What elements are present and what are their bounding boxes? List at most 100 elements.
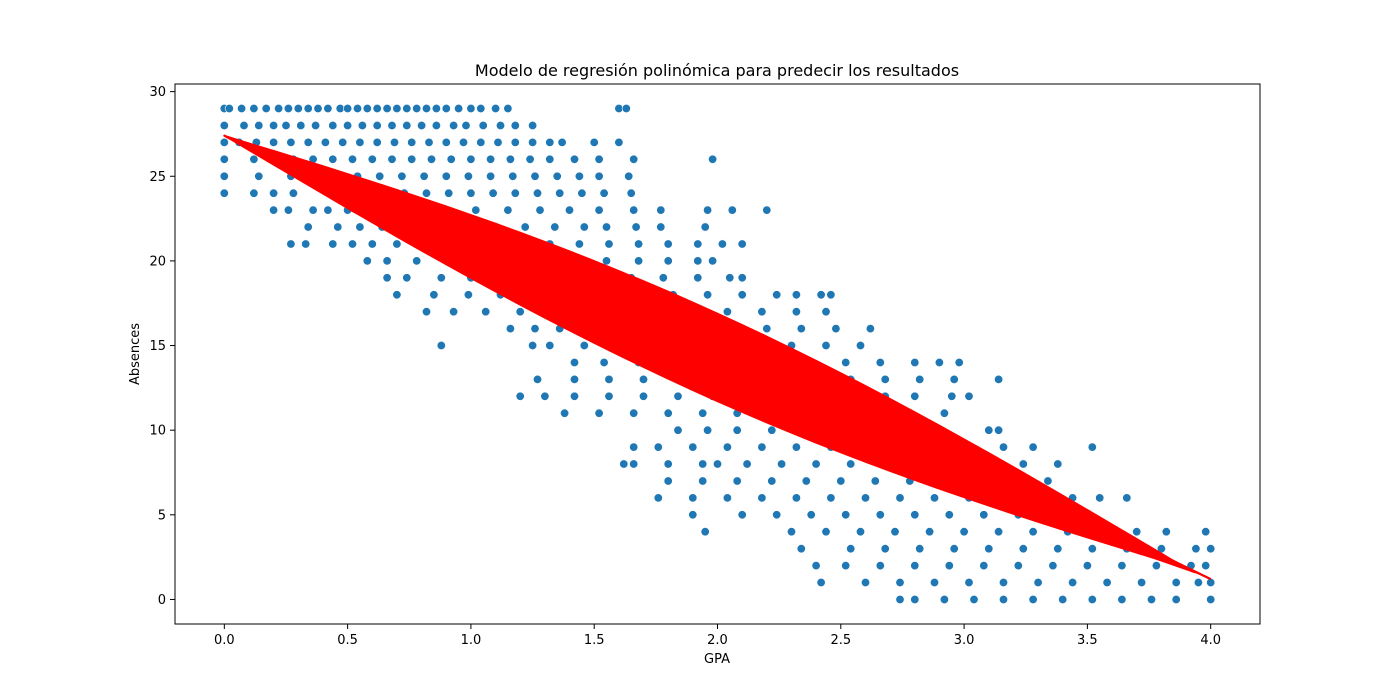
- scatter-point: [816, 290, 826, 300]
- scatter-point: [274, 104, 284, 114]
- scatter-point: [569, 154, 579, 164]
- scatter-point: [629, 205, 639, 215]
- scatter-point: [311, 121, 321, 131]
- scatter-point: [333, 222, 343, 232]
- scatter-point: [237, 104, 247, 114]
- scatter-point: [964, 577, 974, 587]
- scatter-point: [367, 154, 377, 164]
- scatter-point: [387, 121, 397, 131]
- scatter-point: [634, 239, 644, 249]
- scatter-point: [261, 104, 271, 114]
- scatter-point: [402, 104, 412, 114]
- scatter-point: [328, 239, 338, 249]
- scatter-point: [624, 171, 634, 181]
- scatter-point: [700, 222, 710, 232]
- scatter-point: [426, 154, 436, 164]
- scatter-point: [481, 307, 491, 317]
- scatter-point: [320, 137, 330, 147]
- scatter-point: [486, 171, 496, 181]
- scatter-point: [1048, 561, 1058, 571]
- scatter-point: [515, 391, 525, 401]
- scatter-point: [569, 391, 579, 401]
- scatter-point: [875, 510, 885, 520]
- scatter-point: [708, 154, 718, 164]
- scatter-point: [777, 459, 787, 469]
- scatter-point: [895, 577, 905, 587]
- scatter-point: [915, 544, 925, 554]
- scatter-point: [895, 493, 905, 503]
- scatter-point: [471, 205, 481, 215]
- scatter-point: [791, 442, 801, 452]
- scatter-point: [288, 188, 298, 198]
- scatter-point: [421, 307, 431, 317]
- scatter-point: [621, 104, 631, 114]
- scatter-point: [836, 476, 846, 486]
- scatter-point: [939, 408, 949, 418]
- scatter-point: [219, 188, 229, 198]
- scatter-point: [254, 121, 264, 131]
- scatter-point: [1206, 544, 1216, 554]
- scatter-point: [269, 137, 279, 147]
- scatter-point: [860, 577, 870, 587]
- scatter-point: [875, 561, 885, 571]
- scatter-point: [594, 408, 604, 418]
- scatter-point: [806, 510, 816, 520]
- scatter-point: [969, 594, 979, 604]
- scatter-point: [372, 137, 382, 147]
- regression-fit-band: [223, 134, 1212, 580]
- scatter-point: [362, 104, 372, 114]
- scatter-point: [663, 408, 673, 418]
- scatter-point: [717, 239, 727, 249]
- scatter-point: [224, 104, 234, 114]
- scatter-point: [412, 256, 422, 266]
- scatter-point: [673, 425, 683, 435]
- scatter-point: [725, 273, 735, 283]
- scatter-point: [841, 561, 851, 571]
- scatter-point: [895, 594, 905, 604]
- x-tick-label: 3.5: [1077, 633, 1098, 648]
- x-tick-label: 4.0: [1200, 633, 1221, 648]
- scatter-point: [510, 188, 520, 198]
- scatter-point: [367, 239, 377, 249]
- scatter-point: [811, 561, 821, 571]
- scatter-point: [392, 239, 402, 249]
- scatter-point: [555, 188, 565, 198]
- scatter-point: [557, 137, 567, 147]
- scatter-point: [712, 459, 722, 469]
- scatter-point: [599, 357, 609, 367]
- scatter-point: [545, 154, 555, 164]
- scatter-point: [658, 273, 668, 283]
- scatter-point: [673, 391, 683, 401]
- scatter-point: [454, 104, 464, 114]
- scatter-point: [463, 290, 473, 300]
- scatter-point: [722, 307, 732, 317]
- scatter-point: [984, 544, 994, 554]
- scatter-point: [791, 493, 801, 503]
- scatter-point: [1122, 493, 1132, 503]
- scatter-point: [352, 104, 362, 114]
- scatter-point: [449, 307, 459, 317]
- x-tick-label: 0.0: [214, 633, 235, 648]
- scatter-point: [508, 171, 518, 181]
- scatter-point: [949, 374, 959, 384]
- scatter-point: [737, 273, 747, 283]
- y-tick-label: 25: [149, 170, 166, 185]
- scatter-point: [700, 527, 710, 537]
- scatter-point: [421, 188, 431, 198]
- scatter-point: [281, 121, 291, 131]
- scatter-point: [959, 527, 969, 537]
- scatter-point: [466, 154, 476, 164]
- y-tick-label: 20: [149, 254, 166, 269]
- scatter-point: [431, 104, 441, 114]
- scatter-point: [528, 121, 538, 131]
- scatter-point: [949, 544, 959, 554]
- scatter-point: [308, 205, 318, 215]
- scatter-point: [1053, 544, 1063, 554]
- scatter-point: [925, 527, 935, 537]
- scatter-point: [629, 459, 639, 469]
- scatter-point: [693, 273, 703, 283]
- scatter-point: [515, 307, 525, 317]
- scatter-point: [219, 137, 229, 147]
- scatter-point: [653, 442, 663, 452]
